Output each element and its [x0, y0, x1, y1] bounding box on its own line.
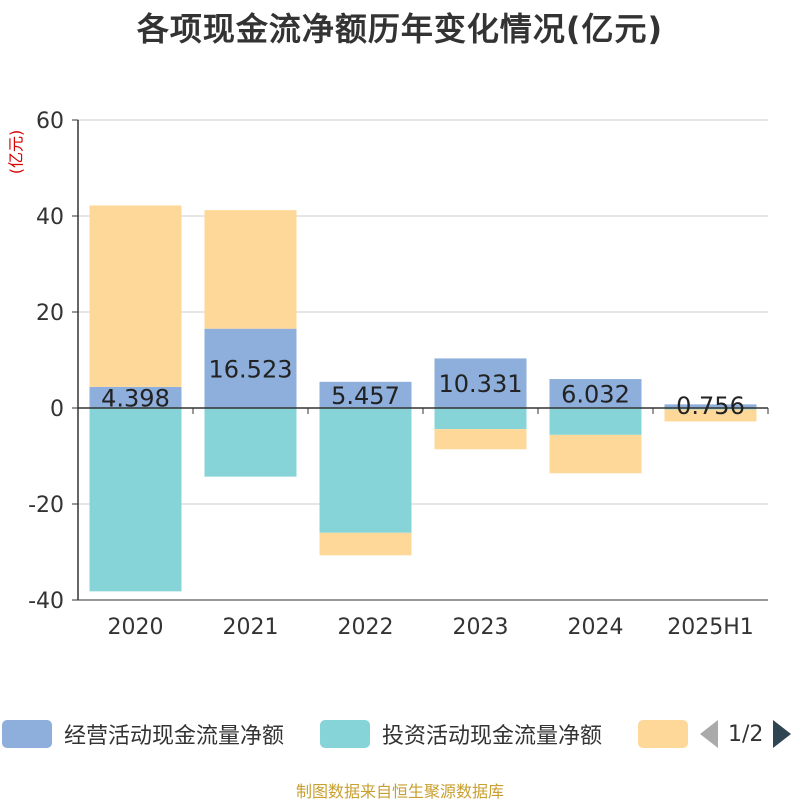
legend-prev-icon[interactable]: [700, 720, 718, 748]
footer-source: 制图数据来自恒生聚源数据库: [295, 782, 504, 801]
data-label: 4.398: [101, 384, 170, 412]
bar-series2-2025H1: [664, 409, 757, 422]
bar-series1-2022: [319, 408, 412, 533]
bar-series1-2024: [549, 408, 642, 435]
legend-swatch-third: [638, 720, 688, 748]
legend-page-indicator: 1/2: [728, 721, 764, 747]
data-label: 6.032: [561, 381, 630, 409]
y-tick-label: -40: [28, 589, 64, 614]
chart-plot: -40 -20 0 20 40 60 2020 2021 2022 2023 2024 2025H1 4…: [28, 109, 769, 640]
bar-series2-2024: [549, 434, 642, 474]
x-tick-label: 2023: [453, 615, 509, 640]
x-tick-label: 2021: [223, 615, 279, 640]
legend-swatch-investing: [320, 720, 370, 748]
x-tick-label: 2022: [338, 615, 394, 640]
legend-item-third[interactable]: [638, 712, 688, 756]
bar-series0-2020: [89, 386, 182, 408]
bar-series1-2020: [89, 408, 182, 592]
bar-series2-2020: [89, 205, 182, 387]
legend-pager: 1/2: [700, 712, 792, 756]
y-tick-label: 60: [36, 109, 64, 134]
legend-label-investing: 投资活动现金流量净额: [382, 724, 603, 749]
legend-item-investing[interactable]: 投资活动现金流量净额: [320, 712, 602, 756]
data-label: 10.331: [439, 370, 523, 398]
bar-series1-2023: [434, 408, 527, 430]
bar-series0-2021: [204, 328, 297, 408]
legend-next-icon[interactable]: [773, 720, 792, 748]
bar-series0-2023: [434, 358, 527, 408]
legend-item-operating[interactable]: 经营活动现金流量净额: [2, 712, 284, 756]
bar-series0-2025H1: [664, 404, 757, 408]
bar-series2-2023: [434, 429, 527, 450]
data-label: 16.523: [209, 355, 293, 383]
x-tick-label: 2024: [568, 615, 624, 640]
bar-series2-2022: [319, 532, 412, 556]
y-tick-label: 40: [36, 205, 64, 230]
legend-swatch-operating: [2, 720, 52, 748]
data-label: 5.457: [331, 382, 400, 410]
bar-series2-2021: [204, 210, 297, 329]
data-label: 0.756: [676, 392, 745, 420]
y-tick-label: 20: [36, 301, 64, 326]
y-tick-label: 0: [50, 397, 64, 422]
x-tick-label: 2025H1: [667, 615, 754, 640]
chart-title: 各项现金流净额历年变化情况(亿元): [136, 10, 664, 48]
x-tick-label: 2020: [108, 615, 164, 640]
legend-label-operating: 经营活动现金流量净额: [64, 724, 285, 749]
bar-series1-2021: [204, 408, 297, 477]
y-tick-label: -20: [28, 493, 64, 518]
bar-series0-2024: [549, 379, 642, 408]
bar-series0-2022: [319, 381, 412, 408]
legend: 经营活动现金流量净额 投资活动现金流量净额: [0, 712, 800, 756]
